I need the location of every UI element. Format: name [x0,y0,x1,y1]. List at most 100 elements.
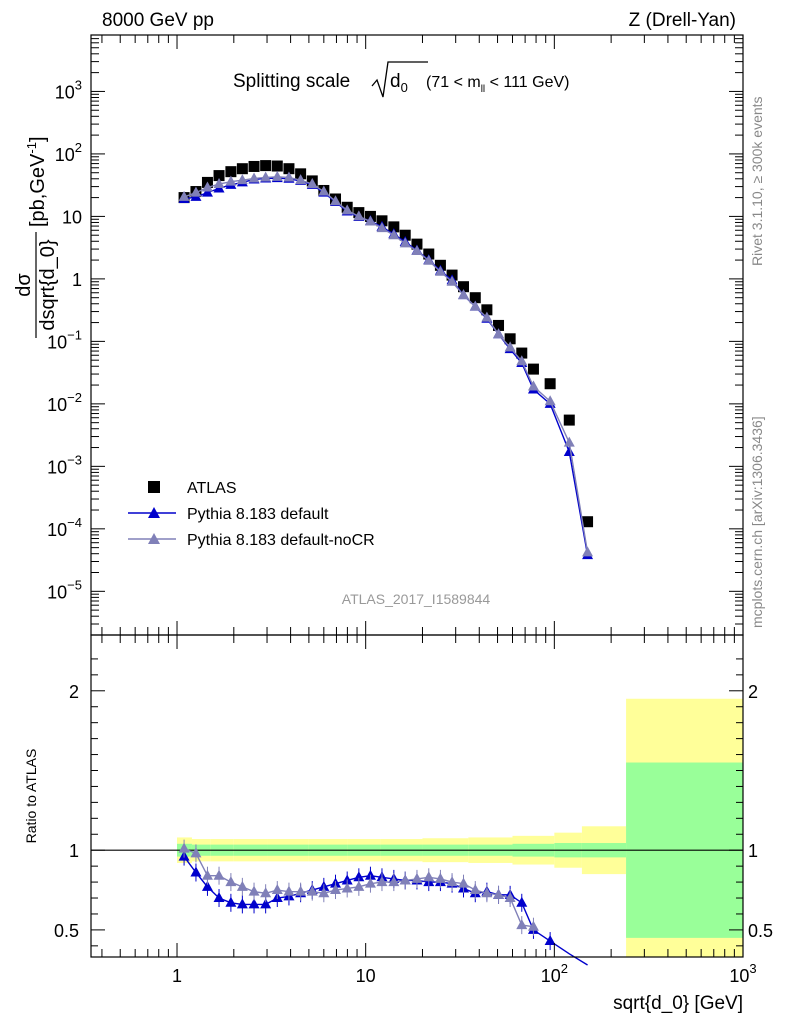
x-tick-label: 103 [729,961,756,986]
data-point-nocr [423,254,435,265]
ylabel-den: dsqrt{d_0} [37,239,59,331]
ratio-y-tick-label-right: 1 [748,841,758,861]
series-line [183,176,589,553]
data-point-atlas [248,160,260,172]
ratio-series-layer [91,698,743,966]
ratio-point-nocr [213,869,225,880]
ratio-point-nocr [201,869,213,880]
data-point-nocr [458,289,470,300]
ratio-point-nocr [341,882,353,893]
ratio-point-nocr [236,880,248,891]
data-point-nocr [271,170,283,181]
ratio-point-nocr [388,876,400,887]
ratio-y-tick-label: 1 [69,841,79,861]
data-point-nocr [201,181,213,192]
y-axis-title-main: dσ dsqrt{d_0} [pb,GeV-1] [13,136,59,338]
data-point-nocr [213,178,225,189]
ratio-point-nocr [527,920,539,931]
data-point-nocr [341,204,353,215]
main-ticks: 10−5 10−4 10−3 10−2 10−1 1 10 102 103 [47,34,744,636]
ratio-point-nocr [225,876,237,887]
ratio-series-line [183,856,588,966]
ratio-point-nocr [306,885,318,896]
ratio-point-nocr [318,887,330,898]
ratio-point-default [236,898,248,909]
ratio-point-nocr [283,885,295,896]
data-point-default [563,445,575,456]
ratio-point-nocr [458,877,470,888]
data-point-atlas [411,238,423,250]
ratio-point-nocr [434,872,446,883]
ratio-point-nocr [504,892,516,903]
data-point-atlas [458,281,470,293]
ratio-panel: Ratio to ATLAS 0.5 0.5 1 1 2 2 1 10 102 103 sqrt{… [23,634,773,1014]
y-tick-label: 1 [72,270,82,290]
x-tick-label: 102 [541,961,568,986]
x-axis-title: sqrt{d_0} [GeV] [613,993,743,1014]
data-point-atlas [271,160,283,172]
ratio-point-default [201,880,213,891]
data-point-atlas [295,168,307,180]
title-cut-sub: ll [481,84,485,95]
y-tick-label: 10−4 [47,515,82,540]
data-point-atlas [399,229,411,241]
ratio-point-default [516,896,528,907]
rivet-label: Rivet 3.1.10, ≥ 300k events [749,96,765,266]
data-point-nocr [330,195,342,206]
data-point-atlas [481,304,493,316]
ratio-point-nocr [260,887,272,898]
data-point-nocr [563,436,575,447]
data-point-nocr [399,237,411,248]
title-sym: d0 [390,71,408,95]
data-point-atlas [236,163,248,175]
data-point-nocr [446,275,458,286]
data-point-nocr [295,174,307,185]
data-point-nocr [411,244,423,255]
header-left: 8000 GeV pp [102,10,214,31]
data-point-atlas [469,292,481,304]
data-point-atlas [563,414,575,426]
ratio-point-nocr [271,884,283,895]
x-tick-label: 10 [356,966,376,986]
data-point-nocr [190,186,202,197]
data-point-nocr [582,546,594,557]
ylabel-units-sup: -1 [24,142,39,154]
ratio-ylabel: Ratio to ATLAS [23,749,39,844]
ratio-point-default [190,866,202,877]
data-point-nocr [236,174,248,185]
ratio-point-nocr [493,888,505,899]
data-point-atlas [582,516,594,528]
ylabel-num: dσ [13,273,35,297]
legend-marker-nocr [148,533,160,544]
data-point-nocr [544,395,556,406]
data-point-atlas [527,363,539,375]
data-point-default [201,186,213,197]
data-point-nocr [376,222,388,233]
data-point-nocr [388,229,400,240]
legend-label-nocr: Pythia 8.183 default-noCR [187,532,375,549]
ratio-y-tick-label: 2 [69,682,79,702]
ratio-y-tick-label-right: 2 [748,682,758,702]
data-point-nocr [260,171,272,182]
data-point-nocr [527,380,539,391]
ratio-point-nocr [446,876,458,887]
ratio-point-nocr [295,885,307,896]
ratio-point-nocr [516,919,528,930]
header-right: Z (Drell-Yan) [629,10,736,31]
data-point-nocr [283,171,295,182]
main-title: Splitting scale [233,71,350,92]
data-point-nocr [225,175,237,186]
ratio-frame [90,634,744,958]
data-point-atlas [493,319,505,331]
ratio-y-tick-label: 0.5 [54,921,79,941]
legend-marker-default [148,507,160,518]
ratio-point-default [248,898,260,909]
data-point-atlas [504,333,516,345]
data-point-nocr [364,215,376,226]
main-series-layer [178,160,594,560]
main-panel: Splitting scale d0 (71 < mll < 111 GeV) … [13,34,744,636]
ratio-point-nocr [364,877,376,888]
legend-marker-atlas [148,481,160,493]
data-point-nocr [248,172,260,183]
